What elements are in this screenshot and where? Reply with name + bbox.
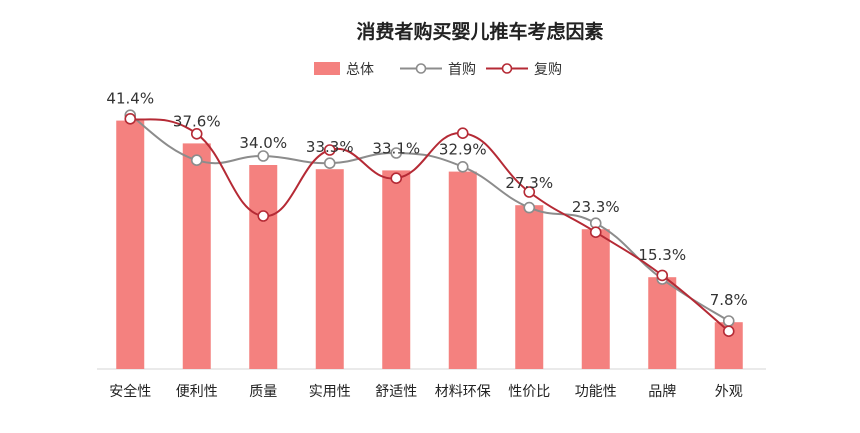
bar xyxy=(116,120,145,369)
x-tick-label: 外观 xyxy=(715,384,743,400)
data-label: 37.6% xyxy=(173,112,221,130)
x-tick-label: 便利性 xyxy=(176,384,218,400)
legend: 总体 首购 复购 xyxy=(314,61,562,78)
x-tick-label: 舒适性 xyxy=(375,384,417,400)
x-tick-label: 功能性 xyxy=(575,384,617,400)
data-label: 32.9% xyxy=(439,141,487,159)
line-point xyxy=(257,150,270,162)
bar xyxy=(182,143,211,369)
series-line xyxy=(129,114,730,322)
data-label: 23.3% xyxy=(572,198,620,216)
legend-label-total: 总体 xyxy=(346,62,374,78)
line-point xyxy=(456,127,469,139)
x-tick-label: 安全性 xyxy=(109,383,151,400)
legend-marker-repeat xyxy=(501,63,513,74)
line-series-repeat xyxy=(124,113,735,338)
bar xyxy=(382,170,411,369)
data-label: 41.4% xyxy=(106,90,154,108)
bar xyxy=(249,165,278,369)
line-point xyxy=(190,128,203,140)
bar xyxy=(315,169,344,369)
bar xyxy=(515,205,544,369)
line-point xyxy=(323,157,336,169)
line-point xyxy=(257,210,270,222)
legend-label-repeat: 复购 xyxy=(534,61,562,78)
x-tick-label: 性价比 xyxy=(508,384,550,400)
bar-series-total xyxy=(116,120,743,369)
data-labels: 41.4% 37.6% 34.0% 33.3% 33.1% 32.9% 27.3% 23.3%… xyxy=(106,90,747,310)
data-label: 34.0% xyxy=(239,134,287,152)
x-tick-labels: 安全性 便利性 质量 实用性 舒适性 材料环保 性价比 功能性 品牌 外观 xyxy=(109,383,743,400)
line-point xyxy=(656,269,669,282)
x-tick-label: 质量 xyxy=(249,384,277,400)
legend-swatch-total xyxy=(314,62,340,75)
x-tick-label: 品牌 xyxy=(648,383,676,400)
x-tick-label: 实用性 xyxy=(309,384,351,400)
line-point xyxy=(190,154,203,166)
data-label: 33.3% xyxy=(306,138,354,156)
line-point xyxy=(589,226,602,238)
x-tick-label: 材料环保 xyxy=(435,384,491,400)
data-label: 7.8% xyxy=(710,291,748,309)
legend-label-first: 首购 xyxy=(448,62,476,78)
bar xyxy=(648,277,677,369)
chart-title: 消费者购买婴儿推车考虑因素 xyxy=(356,20,603,43)
line-point xyxy=(456,161,469,173)
legend-marker-first xyxy=(415,63,427,74)
line-point xyxy=(390,147,403,159)
line-point xyxy=(124,113,137,125)
line-series-group xyxy=(124,109,735,338)
line-point xyxy=(523,186,536,198)
line-series-first xyxy=(124,109,735,327)
line-point xyxy=(722,325,735,338)
line-point xyxy=(722,315,735,327)
line-point xyxy=(523,201,536,214)
bar xyxy=(581,229,610,369)
series-line xyxy=(130,117,730,332)
data-label: 27.3% xyxy=(505,174,553,192)
data-label: 15.3% xyxy=(638,246,686,264)
line-point xyxy=(390,172,403,184)
bar xyxy=(448,171,477,369)
line-point xyxy=(323,144,336,156)
data-label: 33.1% xyxy=(372,139,420,157)
